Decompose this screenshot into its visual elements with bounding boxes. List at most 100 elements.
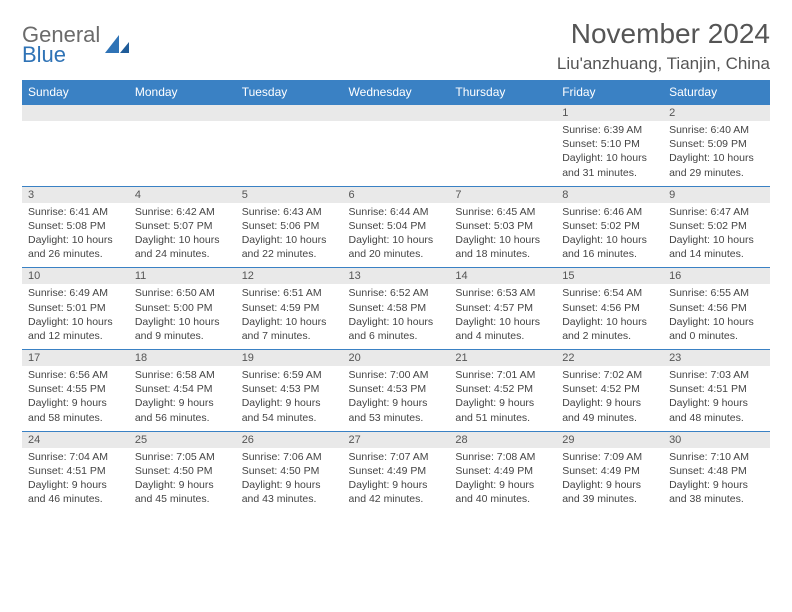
day-number: 30 [663,431,770,448]
sunset-text: Sunset: 4:49 PM [562,464,657,478]
sunset-text: Sunset: 5:04 PM [349,219,444,233]
week-row: 17Sunrise: 6:56 AMSunset: 4:55 PMDayligh… [22,349,770,431]
day-cell: 23Sunrise: 7:03 AMSunset: 4:51 PMDayligh… [663,349,770,431]
sunset-text: Sunset: 4:59 PM [242,301,337,315]
sunrise-text: Sunrise: 7:06 AM [242,450,337,464]
logo-word2: Blue [22,44,100,66]
daylight-text: Daylight: 9 hours and 58 minutes. [28,396,123,424]
daylight-text: Daylight: 9 hours and 56 minutes. [135,396,230,424]
day-number: 9 [663,186,770,203]
sunset-text: Sunset: 5:06 PM [242,219,337,233]
day-body: Sunrise: 7:10 AMSunset: 4:48 PMDaylight:… [663,448,770,507]
sunset-text: Sunset: 5:07 PM [135,219,230,233]
sunset-text: Sunset: 4:50 PM [135,464,230,478]
day-body: Sunrise: 7:03 AMSunset: 4:51 PMDaylight:… [663,366,770,425]
day-body: Sunrise: 7:01 AMSunset: 4:52 PMDaylight:… [449,366,556,425]
sunset-text: Sunset: 5:10 PM [562,137,657,151]
week-row: 10Sunrise: 6:49 AMSunset: 5:01 PMDayligh… [22,267,770,349]
daylight-text: Daylight: 10 hours and 16 minutes. [562,233,657,261]
day-body: Sunrise: 6:45 AMSunset: 5:03 PMDaylight:… [449,203,556,262]
day-cell: 18Sunrise: 6:58 AMSunset: 4:54 PMDayligh… [129,349,236,431]
sunrise-text: Sunrise: 6:51 AM [242,286,337,300]
day-number: 20 [343,349,450,366]
daylight-text: Daylight: 9 hours and 40 minutes. [455,478,550,506]
day-cell: 4Sunrise: 6:42 AMSunset: 5:07 PMDaylight… [129,186,236,268]
day-number: 19 [236,349,343,366]
week-row: 3Sunrise: 6:41 AMSunset: 5:08 PMDaylight… [22,186,770,268]
dayname: Wednesday [343,80,450,104]
sunrise-text: Sunrise: 7:00 AM [349,368,444,382]
day-cell [22,104,129,186]
day-number: 17 [22,349,129,366]
day-cell: 21Sunrise: 7:01 AMSunset: 4:52 PMDayligh… [449,349,556,431]
day-number: 10 [22,267,129,284]
sunset-text: Sunset: 4:49 PM [455,464,550,478]
sunrise-text: Sunrise: 7:05 AM [135,450,230,464]
day-cell: 7Sunrise: 6:45 AMSunset: 5:03 PMDaylight… [449,186,556,268]
dayname: Tuesday [236,80,343,104]
sunset-text: Sunset: 4:56 PM [562,301,657,315]
day-body: Sunrise: 6:54 AMSunset: 4:56 PMDaylight:… [556,284,663,343]
header: General Blue November 2024 Liu'anzhuang,… [22,18,770,74]
day-cell [343,104,450,186]
day-cell: 15Sunrise: 6:54 AMSunset: 4:56 PMDayligh… [556,267,663,349]
day-number: 7 [449,186,556,203]
day-body: Sunrise: 7:00 AMSunset: 4:53 PMDaylight:… [343,366,450,425]
daylight-text: Daylight: 9 hours and 45 minutes. [135,478,230,506]
day-number [449,104,556,121]
daylight-text: Daylight: 10 hours and 4 minutes. [455,315,550,343]
sunset-text: Sunset: 5:02 PM [562,219,657,233]
page-title: November 2024 [557,18,770,50]
day-number: 16 [663,267,770,284]
logo: General Blue [22,18,131,66]
day-number: 29 [556,431,663,448]
day-body: Sunrise: 7:06 AMSunset: 4:50 PMDaylight:… [236,448,343,507]
sunrise-text: Sunrise: 6:45 AM [455,205,550,219]
sunrise-text: Sunrise: 6:56 AM [28,368,123,382]
sunrise-text: Sunrise: 7:10 AM [669,450,764,464]
day-body: Sunrise: 6:58 AMSunset: 4:54 PMDaylight:… [129,366,236,425]
sunrise-text: Sunrise: 6:52 AM [349,286,444,300]
dayname: Thursday [449,80,556,104]
day-number: 14 [449,267,556,284]
daylight-text: Daylight: 9 hours and 49 minutes. [562,396,657,424]
day-body [449,121,556,179]
day-number: 5 [236,186,343,203]
day-number: 4 [129,186,236,203]
day-body: Sunrise: 6:42 AMSunset: 5:07 PMDaylight:… [129,203,236,262]
day-body: Sunrise: 7:07 AMSunset: 4:49 PMDaylight:… [343,448,450,507]
sunrise-text: Sunrise: 6:43 AM [242,205,337,219]
day-body: Sunrise: 6:46 AMSunset: 5:02 PMDaylight:… [556,203,663,262]
title-block: November 2024 Liu'anzhuang, Tianjin, Chi… [557,18,770,74]
daylight-text: Daylight: 9 hours and 39 minutes. [562,478,657,506]
daylight-text: Daylight: 10 hours and 9 minutes. [135,315,230,343]
daylight-text: Daylight: 10 hours and 20 minutes. [349,233,444,261]
day-cell [449,104,556,186]
day-body [236,121,343,179]
day-cell: 13Sunrise: 6:52 AMSunset: 4:58 PMDayligh… [343,267,450,349]
daylight-text: Daylight: 10 hours and 18 minutes. [455,233,550,261]
daylight-text: Daylight: 9 hours and 38 minutes. [669,478,764,506]
day-number: 26 [236,431,343,448]
day-body: Sunrise: 6:39 AMSunset: 5:10 PMDaylight:… [556,121,663,180]
calendar-table: Sunday Monday Tuesday Wednesday Thursday… [22,80,770,512]
day-number: 3 [22,186,129,203]
day-cell: 6Sunrise: 6:44 AMSunset: 5:04 PMDaylight… [343,186,450,268]
day-cell: 17Sunrise: 6:56 AMSunset: 4:55 PMDayligh… [22,349,129,431]
daylight-text: Daylight: 10 hours and 31 minutes. [562,151,657,179]
day-header-row: Sunday Monday Tuesday Wednesday Thursday… [22,80,770,104]
day-cell: 24Sunrise: 7:04 AMSunset: 4:51 PMDayligh… [22,431,129,513]
sunset-text: Sunset: 4:49 PM [349,464,444,478]
day-number: 15 [556,267,663,284]
daylight-text: Daylight: 10 hours and 29 minutes. [669,151,764,179]
day-number: 18 [129,349,236,366]
day-body: Sunrise: 6:55 AMSunset: 4:56 PMDaylight:… [663,284,770,343]
sunset-text: Sunset: 4:52 PM [455,382,550,396]
daylight-text: Daylight: 9 hours and 53 minutes. [349,396,444,424]
daylight-text: Daylight: 10 hours and 14 minutes. [669,233,764,261]
day-number: 24 [22,431,129,448]
sunrise-text: Sunrise: 6:49 AM [28,286,123,300]
sunrise-text: Sunrise: 7:04 AM [28,450,123,464]
day-body: Sunrise: 6:59 AMSunset: 4:53 PMDaylight:… [236,366,343,425]
sunrise-text: Sunrise: 6:58 AM [135,368,230,382]
